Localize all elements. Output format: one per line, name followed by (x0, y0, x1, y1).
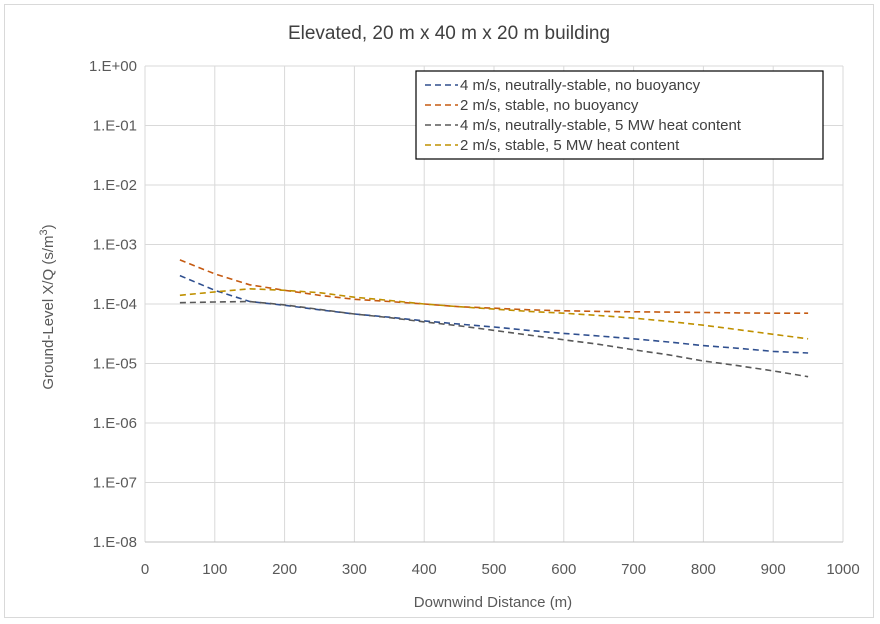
y-tick-label: 1.E-01 (93, 118, 137, 135)
x-axis-label: Downwind Distance (m) (414, 594, 572, 611)
legend-box (415, 70, 824, 160)
x-tick-label: 900 (761, 561, 786, 578)
y-axis-label-superscript: 3 (38, 229, 50, 235)
x-tick-label: 600 (551, 561, 576, 578)
series-layer (179, 259, 809, 378)
series-line-1 (179, 274, 809, 354)
y-tick-label: 1.E-05 (93, 356, 137, 373)
series-line-4 (179, 287, 809, 340)
x-tick-label: 1000 (826, 561, 859, 578)
x-tick-label: 300 (342, 561, 367, 578)
series-line-3 (179, 300, 809, 378)
y-tick-label: 1.E+00 (89, 58, 137, 75)
y-tick-label: 1.E-06 (93, 415, 137, 432)
legend-label-4: 2 m/s, stable, 5 MW heat content (460, 137, 680, 154)
y-tick-label: 1.E-08 (93, 534, 137, 551)
x-axis-ticks: 0 100 200 300 400 500 600 700 800 900 1000 (141, 561, 860, 578)
x-tick-label: 700 (621, 561, 646, 578)
legend-label-3: 4 m/s, neutrally-stable, 5 MW heat conte… (460, 117, 742, 134)
legend-label-2: 2 m/s, stable, no buoyancy (460, 97, 639, 114)
y-tick-label: 1.E-07 (93, 475, 137, 492)
y-tick-label: 1.E-03 (93, 237, 137, 254)
x-tick-label: 500 (481, 561, 506, 578)
y-axis-ticks: 1.E+00 1.E-01 1.E-02 1.E-03 1.E-04 1.E-05 1.E-… (89, 58, 137, 551)
y-tick-label: 1.E-02 (93, 177, 137, 194)
x-tick-label: 400 (412, 561, 437, 578)
x-tick-label: 800 (691, 561, 716, 578)
legend: 4 m/s, neutrally-stable, no buoyancy 2 m/… (415, 70, 824, 160)
legend-label-1: 4 m/s, neutrally-stable, no buoyancy (460, 77, 701, 94)
y-tick-label: 1.E-04 (93, 296, 137, 313)
chart-title: Elevated, 20 m x 40 m x 20 m building (288, 23, 610, 44)
y-axis-label-main: Ground-Level X/Q (s/m (40, 235, 57, 389)
x-tick-label: 100 (202, 561, 227, 578)
x-tick-label: 0 (141, 561, 149, 578)
y-axis-label: Ground-Level X/Q (s/m3) (38, 224, 57, 389)
x-tick-label: 200 (272, 561, 297, 578)
y-axis-label-suffix: ) (40, 224, 57, 229)
